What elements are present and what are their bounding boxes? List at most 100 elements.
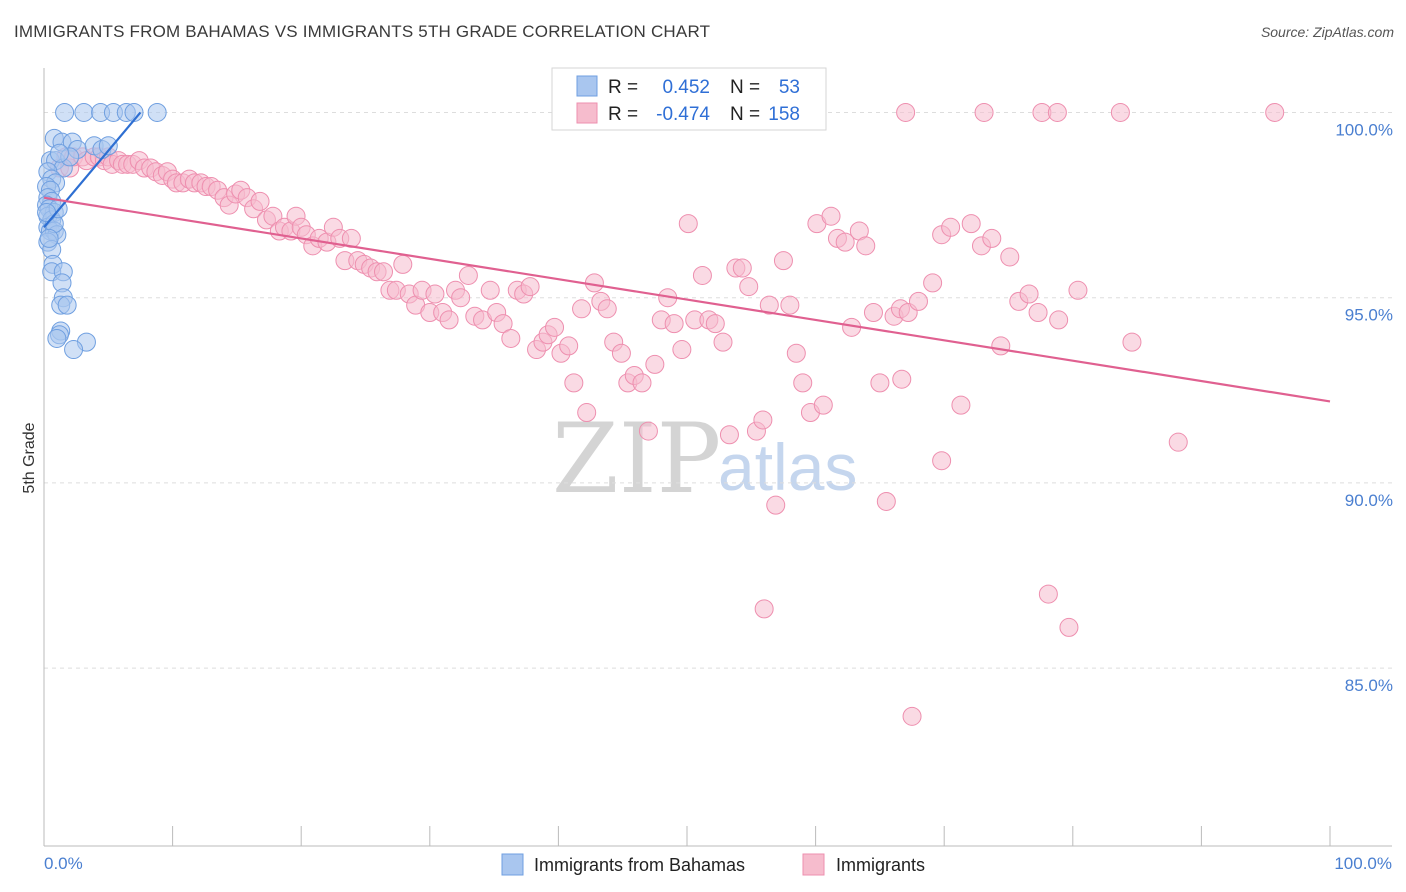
immigrants-point xyxy=(493,314,513,334)
legend-r-label-2: R = xyxy=(608,104,638,125)
immigrants-point xyxy=(863,303,883,323)
legend-r-label-1: R = xyxy=(608,77,638,98)
immigrants-point xyxy=(732,258,752,278)
immigrants-point xyxy=(1038,584,1058,604)
legend-r-value-1: 0.452 xyxy=(662,77,710,98)
immigrants-point xyxy=(705,314,725,334)
immigrants-point xyxy=(374,262,394,282)
immigrants-point xyxy=(766,495,786,515)
bottom-legend-label-bahamas: Immigrants from Bahamas xyxy=(534,855,745,875)
immigrants-point xyxy=(559,336,579,356)
immigrants-point xyxy=(739,277,759,297)
legend-swatch-blue xyxy=(576,75,598,97)
legend-n-label-1: N = xyxy=(730,77,760,98)
immigrants-point xyxy=(451,288,471,308)
immigrants-point xyxy=(564,373,584,393)
bahamas-point xyxy=(64,340,84,360)
immigrants-point xyxy=(719,425,739,445)
watermark-atlas: atlas xyxy=(718,430,857,504)
immigrants-point xyxy=(753,410,773,430)
x-tick-label-max: 100.0% xyxy=(1334,854,1392,873)
bahamas-point xyxy=(98,136,118,156)
source-label: Source: ZipAtlas.com xyxy=(1260,24,1394,40)
bahamas-point xyxy=(47,328,67,348)
watermark-zip: ZIP xyxy=(552,403,721,515)
immigrants-point xyxy=(923,273,943,293)
bahamas-trendline xyxy=(43,111,142,229)
x-tick-label-min: 0.0% xyxy=(44,854,83,873)
immigrants-point xyxy=(821,206,841,226)
legend-n-value-2: 158 xyxy=(768,104,800,125)
immigrants-point xyxy=(1000,247,1020,267)
immigrants-point xyxy=(1168,432,1188,452)
immigrants-point xyxy=(941,217,961,237)
immigrants-point xyxy=(1047,102,1067,122)
immigrants-point xyxy=(678,214,698,234)
immigrants-point xyxy=(520,277,540,297)
immigrants-point xyxy=(1265,102,1285,122)
immigrants-point xyxy=(664,314,684,334)
immigrants-point xyxy=(692,265,712,285)
immigrants-point xyxy=(835,232,855,252)
immigrants-point xyxy=(951,395,971,415)
bahamas-point xyxy=(37,202,57,222)
immigrants-point xyxy=(638,421,658,441)
immigrants-point xyxy=(974,102,994,122)
bahamas-point xyxy=(74,102,94,122)
immigrants-point xyxy=(501,328,521,348)
immigrants-point xyxy=(393,254,413,274)
immigrants-point xyxy=(1068,280,1088,300)
immigrants-point xyxy=(572,299,592,319)
bahamas-point xyxy=(147,102,167,122)
legend-n-value-1: 53 xyxy=(779,77,800,98)
correlation-legend: R = 0.452 N = 53 R = -0.474 N = 158 xyxy=(551,67,827,131)
immigrants-point xyxy=(1110,102,1130,122)
series-immigrants-points xyxy=(49,102,1285,726)
immigrants-point xyxy=(773,251,793,271)
series-legend: Immigrants from Bahamas Immigrants xyxy=(501,853,925,876)
legend-swatch-pink xyxy=(576,102,598,124)
immigrants-point xyxy=(1122,332,1142,352)
bahamas-point xyxy=(55,102,75,122)
immigrants-point xyxy=(611,343,631,363)
immigrants-point xyxy=(754,599,774,619)
immigrants-point xyxy=(645,354,665,374)
immigrants-point xyxy=(813,395,833,415)
bottom-legend-swatch-pink xyxy=(802,853,825,876)
bottom-legend-swatch-blue xyxy=(501,853,524,876)
immigrants-point xyxy=(870,373,890,393)
bottom-legend-label-immigrants: Immigrants xyxy=(836,855,925,875)
immigrants-point xyxy=(577,403,597,423)
immigrants-point xyxy=(780,295,800,315)
immigrants-point xyxy=(793,373,813,393)
immigrants-point xyxy=(1019,284,1039,304)
immigrants-trendline xyxy=(43,196,1331,403)
immigrants-point xyxy=(982,228,1002,248)
bahamas-point xyxy=(49,143,69,163)
immigrants-point xyxy=(597,299,617,319)
immigrants-point xyxy=(480,280,500,300)
immigrants-point xyxy=(908,291,928,311)
immigrants-point xyxy=(713,332,733,352)
immigrants-point xyxy=(786,343,806,363)
immigrants-point xyxy=(896,102,916,122)
y-tick-label: 90.0% xyxy=(1345,491,1393,510)
y-axis-label: 5th Grade xyxy=(21,422,38,493)
immigrants-point xyxy=(892,369,912,389)
immigrants-point xyxy=(932,451,952,471)
immigrants-point xyxy=(961,214,981,234)
immigrants-point xyxy=(856,236,876,256)
immigrants-point xyxy=(439,310,459,330)
series-bahamas-points xyxy=(37,102,167,360)
legend-r-value-2: -0.474 xyxy=(656,104,710,125)
immigrants-point xyxy=(991,336,1011,356)
immigrants-point xyxy=(876,491,896,511)
immigrants-point xyxy=(672,340,692,360)
immigrants-point xyxy=(1059,617,1079,637)
bahamas-point xyxy=(39,228,59,248)
immigrants-point xyxy=(902,706,922,726)
immigrants-point xyxy=(545,317,565,337)
immigrants-point xyxy=(1028,303,1048,323)
immigrants-point xyxy=(250,191,270,211)
